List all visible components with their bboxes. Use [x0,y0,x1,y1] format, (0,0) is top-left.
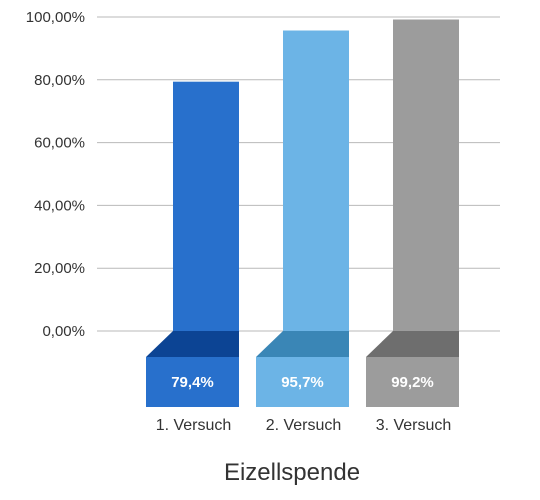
bar [283,30,349,331]
bar [393,19,459,332]
bar-connector [146,331,239,357]
bars [146,19,459,407]
y-tick-label: 60,00% [34,135,85,152]
y-tick-label: 20,00% [34,260,85,277]
value-label: 79,4% [171,374,214,391]
y-tick-label: 80,00% [34,72,85,89]
value-label-box [146,357,239,407]
category-labels: 1. Versuch 2. Versuch 3. Versuch [156,417,452,434]
chart-title: Eizellspende [224,459,360,486]
category-label: 1. Versuch [156,417,232,434]
value-label: 95,7% [281,374,324,391]
value-labels: 79,4% 95,7% 99,2% [171,374,434,391]
category-label: 2. Versuch [266,417,342,434]
y-tick-label: 100,00% [26,9,85,26]
value-label-box [366,357,459,407]
y-axis-tick-labels: 0,00% 20,00% 40,00% 60,00% 80,00% 100,00% [26,9,85,340]
bar [173,81,239,332]
value-label: 99,2% [391,374,434,391]
category-label: 3. Versuch [376,417,452,434]
bar-connector [256,331,349,357]
y-tick-label: 40,00% [34,197,85,214]
value-label-box [256,357,349,407]
bar-connector [366,331,459,357]
y-tick-label: 0,00% [42,323,85,340]
